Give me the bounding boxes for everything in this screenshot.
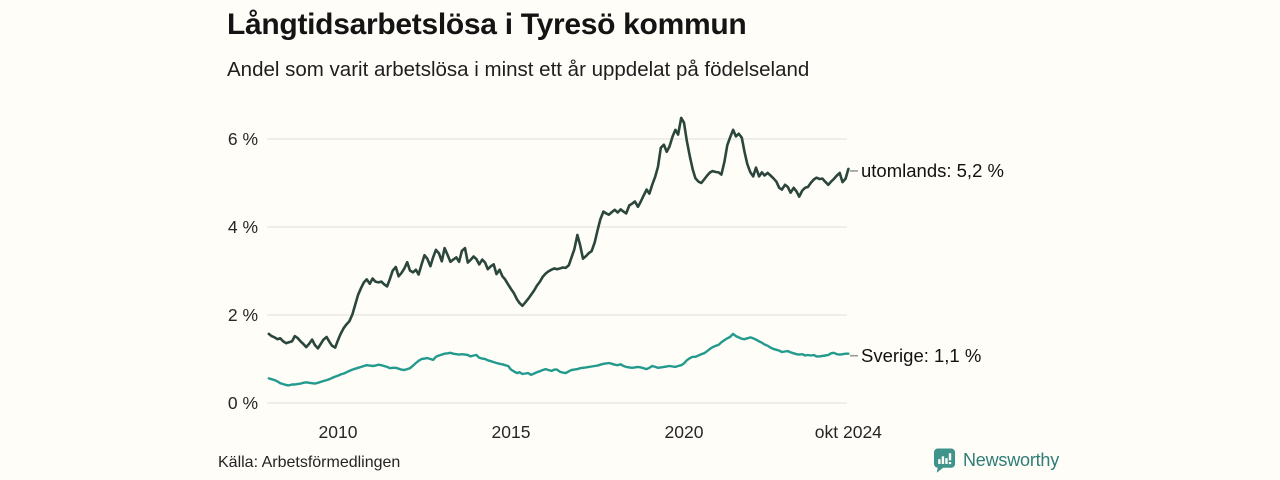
page-title: Långtidsarbetslösa i Tyresö kommun	[227, 8, 747, 41]
x-axis-tick-label: 2010	[318, 422, 358, 442]
y-axis-tick-label: 2 %	[227, 305, 258, 325]
series-end-label-utomlands: utomlands: 5,2 %	[861, 159, 1004, 181]
source-note: Källa: Arbetsförmedlingen	[218, 454, 401, 471]
x-axis-tick-label: 2020	[664, 422, 704, 442]
newsworthy-logo: Newsworthy	[933, 448, 1059, 473]
bar-chart-bubble-icon	[933, 448, 956, 473]
x-axis-tick-label: okt 2024	[814, 422, 882, 442]
y-axis-tick-label: 4 %	[227, 217, 258, 237]
page-subtitle: Andel som varit arbetslösa i minst ett å…	[227, 58, 810, 81]
series-line-sverige	[267, 332, 850, 387]
newsworthy-wordmark: Newsworthy	[963, 450, 1060, 470]
series-line-utomlands	[267, 116, 850, 350]
y-axis-tick-label: 6 %	[227, 129, 258, 149]
x-axis-tick-label: 2015	[491, 422, 531, 442]
series-end-label-sverige: Sverige: 1,1 %	[861, 344, 982, 366]
y-axis-tick-label: 0 %	[227, 393, 258, 413]
